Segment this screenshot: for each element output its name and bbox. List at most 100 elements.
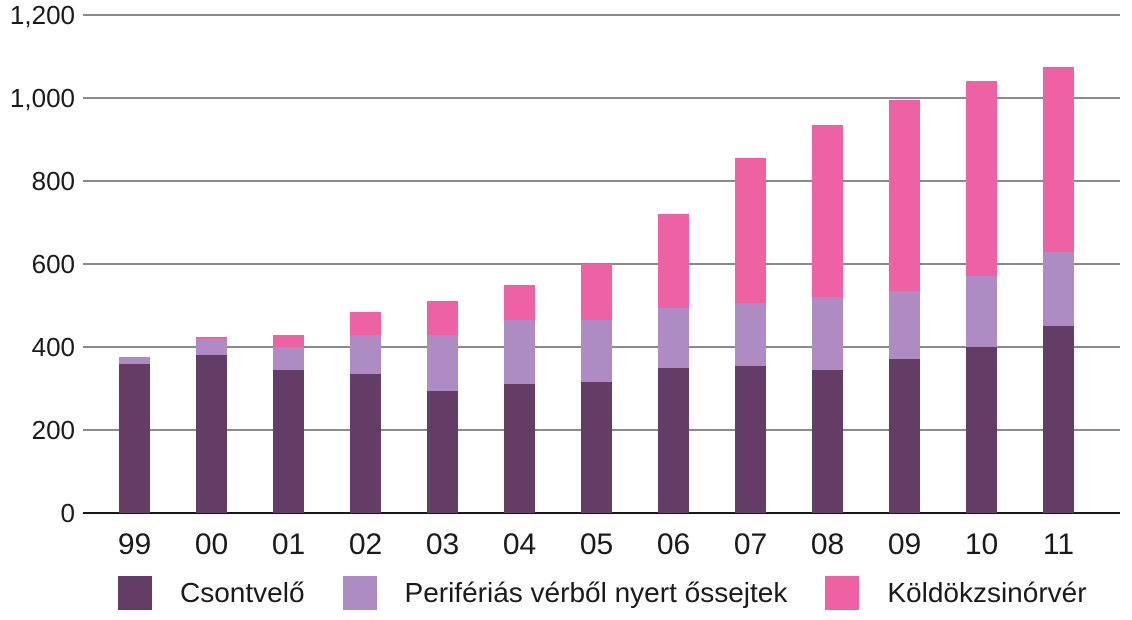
x-tick-label: 07 <box>733 528 768 561</box>
bar-segment <box>427 301 458 335</box>
bar-segment <box>1043 66 1074 252</box>
bar-segment <box>119 357 150 364</box>
bar-segment <box>658 367 689 513</box>
bar-group-07 <box>712 15 789 513</box>
bar-segment <box>350 311 381 335</box>
bar-segment <box>273 369 304 513</box>
bar-segment <box>581 320 612 383</box>
bar-segment <box>273 334 304 348</box>
x-tick-label: 99 <box>117 528 152 561</box>
bar-group-08 <box>789 15 866 513</box>
bar-segment <box>427 334 458 391</box>
bar-group-09 <box>866 15 943 513</box>
y-tick-label: 600 <box>31 249 75 279</box>
bar-segment <box>504 320 535 385</box>
stacked-bar-05 <box>581 264 612 513</box>
stacked-bar-10 <box>966 81 997 513</box>
stacked-bar-08 <box>812 124 843 513</box>
bar-segment <box>812 369 843 513</box>
bar-group-05 <box>558 15 635 513</box>
bar-segment <box>273 347 304 370</box>
bar-segment <box>581 382 612 513</box>
legend-swatch-icon <box>118 576 152 610</box>
legend-label: Csontvelő <box>180 577 305 608</box>
x-tick-label: 04 <box>502 528 537 561</box>
y-tick-label: 1,000 <box>9 83 75 113</box>
y-tick-label: 800 <box>31 166 75 196</box>
gridline <box>83 263 1120 265</box>
gridline <box>83 14 1120 16</box>
stacked-bar-11 <box>1043 66 1074 513</box>
legend-label: Perifériás vérből nyert őssejtek <box>404 577 788 608</box>
stacked-bar-04 <box>504 284 535 513</box>
legend-label: Köldökzsinórvér <box>887 577 1087 608</box>
y-tick-label: 200 <box>31 415 75 445</box>
bars-container <box>96 15 1097 513</box>
legend-item: Csontvelő <box>118 576 305 610</box>
bar-segment <box>196 338 227 356</box>
x-tick-label: 10 <box>964 528 999 561</box>
stacked-bar-07 <box>735 158 766 513</box>
bar-segment <box>735 365 766 513</box>
bar-segment <box>966 81 997 277</box>
bar-segment <box>889 359 920 513</box>
legend-swatch-icon <box>342 576 377 610</box>
bar-segment <box>658 307 689 368</box>
bar-segment <box>504 284 535 321</box>
bar-segment <box>196 336 227 339</box>
bar-segment <box>1043 251 1074 327</box>
bar-group-04 <box>481 15 558 513</box>
bar-segment <box>889 290 920 360</box>
legend-item: Perifériás vérből nyert őssejtek <box>342 576 788 610</box>
bar-segment <box>196 355 227 513</box>
bar-segment <box>966 347 997 513</box>
gridline <box>83 97 1120 99</box>
y-tick-label: 1,200 <box>9 0 75 30</box>
stacked-bar-09 <box>889 100 920 513</box>
bar-group-10 <box>943 15 1020 513</box>
bar-segment <box>350 334 381 374</box>
bar-segment <box>735 303 766 366</box>
bar-group-00 <box>173 15 250 513</box>
bar-group-03 <box>404 15 481 513</box>
bar-segment <box>504 384 535 513</box>
plot-area <box>83 14 1120 514</box>
x-tick-label: 11 <box>1042 528 1075 561</box>
bar-segment <box>658 214 689 308</box>
stacked-bar-01 <box>273 334 304 513</box>
y-tick-label: 400 <box>31 332 75 362</box>
bar-group-06 <box>635 15 712 513</box>
bar-segment <box>889 100 920 291</box>
bar-segment <box>966 276 997 347</box>
bar-segment <box>812 297 843 370</box>
x-tick-label: 09 <box>887 528 922 561</box>
bar-segment <box>735 158 766 304</box>
bar-group-01 <box>250 15 327 513</box>
bar-group-02 <box>327 15 404 513</box>
bar-segment <box>427 390 458 513</box>
bar-group-11 <box>1020 15 1097 513</box>
x-tick-label: 03 <box>425 528 460 561</box>
legend-item: Köldökzsinórvér <box>825 576 1087 610</box>
x-axis-labels: 99 00 01 02 03 04 05 06 07 08 09 10 11 <box>96 529 1097 561</box>
x-tick-label: 00 <box>194 528 229 561</box>
bar-segment <box>812 124 843 298</box>
bar-segment <box>581 264 612 321</box>
x-tick-label: 05 <box>579 528 614 561</box>
bar-segment <box>119 363 150 513</box>
x-tick-label: 06 <box>656 528 691 561</box>
bar-segment <box>1043 326 1074 513</box>
bar-group-99 <box>96 15 173 513</box>
stacked-bar-99 <box>119 357 150 513</box>
stacked-bar-00 <box>196 336 227 513</box>
legend: Csontvelő Perifériás vérből nyert őssejte… <box>118 576 1087 610</box>
stacked-bar-06 <box>658 214 689 513</box>
stacked-bar-03 <box>427 301 458 513</box>
gridline <box>83 180 1120 182</box>
y-tick-label: 0 <box>60 498 75 528</box>
bar-segment <box>350 373 381 513</box>
x-tick-label: 02 <box>348 528 383 561</box>
x-tick-label: 08 <box>810 528 845 561</box>
x-tick-label: 01 <box>271 528 306 561</box>
